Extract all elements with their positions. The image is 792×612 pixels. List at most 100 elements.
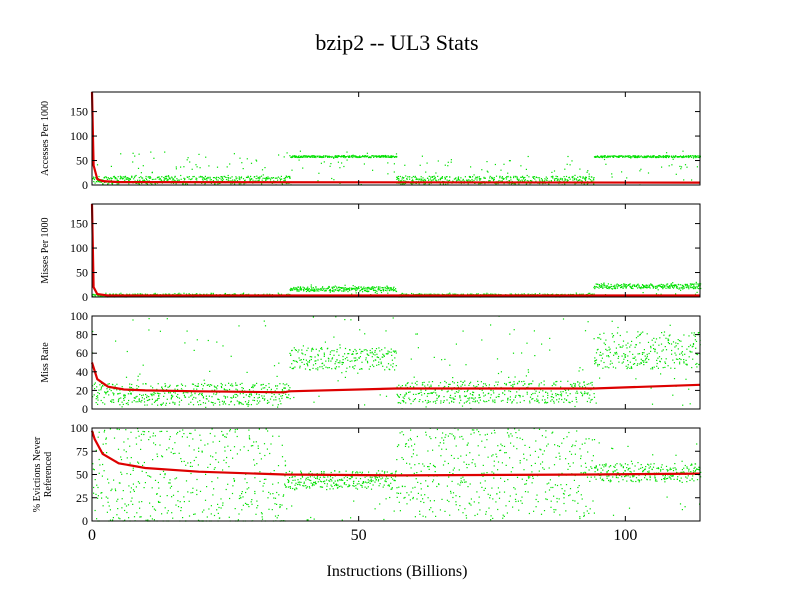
data-point [288,176,291,179]
data-point [304,156,307,158]
data-point [95,493,97,495]
data-point [189,465,191,467]
data-point [482,392,484,394]
data-point [638,286,640,288]
data-point [616,156,618,158]
data-point [321,156,323,158]
data-point [645,357,647,360]
data-point [185,182,187,184]
data-point [452,377,454,379]
data-point [306,349,308,352]
data-point [129,386,131,388]
data-point [672,286,674,288]
data-point [291,169,293,171]
data-point [662,285,664,287]
data-point [379,156,381,158]
data-point [307,365,309,367]
data-point [457,386,459,388]
data-point [523,400,525,402]
data-point [555,393,557,395]
data-point [307,361,309,363]
data-point [336,286,338,288]
data-point [139,373,141,375]
data-point [487,171,489,173]
data-point [277,406,279,408]
data-point [304,155,306,157]
data-point [346,356,348,359]
data-point [688,288,690,290]
data-point [378,364,380,366]
data-point [591,293,594,295]
data-point [328,156,330,158]
data-point [330,163,332,165]
data-point [420,179,422,181]
data-point [533,330,535,332]
data-point [685,283,687,286]
data-point [145,472,147,474]
data-point [594,156,596,158]
data-point [674,284,676,286]
data-point [334,285,336,287]
data-point [674,284,676,287]
data-point [412,179,414,181]
data-point [195,164,197,166]
data-point [685,359,687,361]
data-point [183,392,185,394]
data-point [373,360,375,362]
data-point [387,350,389,352]
data-point [658,356,661,358]
data-point [241,382,243,384]
y-axis-label: Accesses Per 1000 [40,101,51,176]
data-point [636,284,638,286]
data-point [132,467,134,469]
data-point [292,155,294,157]
data-point [164,383,166,385]
data-point [412,400,414,402]
data-point [141,470,143,472]
data-point [398,396,400,398]
data-point [392,366,394,368]
data-point [387,363,390,365]
data-point [93,176,95,178]
data-point [249,396,251,398]
data-point [333,157,335,159]
data-point [434,177,436,179]
data-point [100,382,103,385]
data-point [148,431,150,433]
data-point [198,153,200,155]
data-point [175,477,178,479]
data-point [436,180,438,182]
data-point [519,396,521,398]
data-point [534,293,536,295]
data-point [212,402,214,404]
data-point [555,381,557,383]
data-point [678,340,681,342]
data-point [489,177,491,179]
data-point [391,359,393,361]
data-point [639,334,641,336]
data-point [692,343,695,345]
data-point [700,287,702,290]
data-point [339,344,341,346]
data-point [204,183,206,185]
data-point [439,178,441,180]
data-point [142,177,144,179]
data-point [288,394,290,396]
data-point [565,175,568,178]
data-point [143,398,145,400]
data-point [498,396,500,398]
data-point [562,391,564,393]
data-point [584,386,587,388]
data-point [147,475,149,477]
data-point [379,358,381,360]
data-point [252,179,254,181]
data-point [526,393,528,395]
data-point [305,288,307,291]
data-point [202,180,204,182]
data-point [431,392,433,394]
data-point [454,392,456,394]
data-point [129,462,131,464]
data-point [406,178,408,180]
data-point [393,286,395,288]
data-point [651,403,654,405]
